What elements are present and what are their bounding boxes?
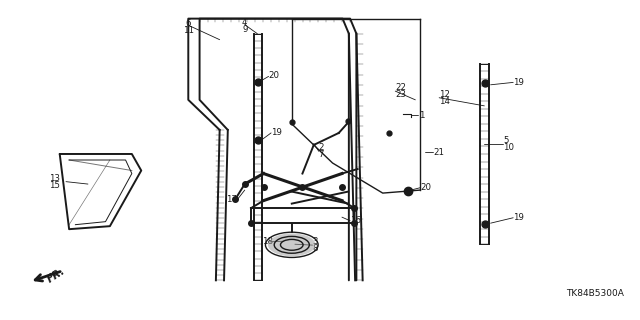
Text: FR.: FR. bbox=[45, 265, 67, 284]
Text: 3: 3 bbox=[312, 237, 318, 246]
Text: 1: 1 bbox=[419, 111, 424, 120]
Text: 19: 19 bbox=[271, 128, 282, 137]
Text: 2: 2 bbox=[319, 143, 324, 152]
Text: 8: 8 bbox=[312, 244, 318, 253]
Text: 23: 23 bbox=[396, 90, 406, 99]
Text: 14: 14 bbox=[439, 97, 450, 106]
Text: 17: 17 bbox=[226, 195, 237, 204]
Text: 20: 20 bbox=[269, 71, 280, 80]
Text: 7: 7 bbox=[319, 150, 324, 159]
Circle shape bbox=[268, 233, 316, 256]
Text: 18: 18 bbox=[262, 237, 273, 246]
Text: 4: 4 bbox=[242, 18, 248, 27]
Text: 13: 13 bbox=[49, 173, 60, 182]
Text: 19: 19 bbox=[513, 213, 524, 222]
Text: 16: 16 bbox=[350, 216, 361, 225]
Text: 11: 11 bbox=[183, 26, 194, 35]
Text: 21: 21 bbox=[433, 148, 444, 157]
Text: 9: 9 bbox=[242, 25, 248, 34]
Text: 19: 19 bbox=[513, 78, 524, 87]
Text: 10: 10 bbox=[503, 143, 514, 152]
Text: 6: 6 bbox=[186, 19, 191, 28]
Text: 22: 22 bbox=[396, 83, 406, 92]
Text: 12: 12 bbox=[439, 90, 450, 99]
Text: TK84B5300A: TK84B5300A bbox=[566, 289, 624, 298]
Text: 20: 20 bbox=[420, 183, 431, 192]
Text: 15: 15 bbox=[49, 181, 60, 190]
Text: 5: 5 bbox=[503, 136, 509, 145]
